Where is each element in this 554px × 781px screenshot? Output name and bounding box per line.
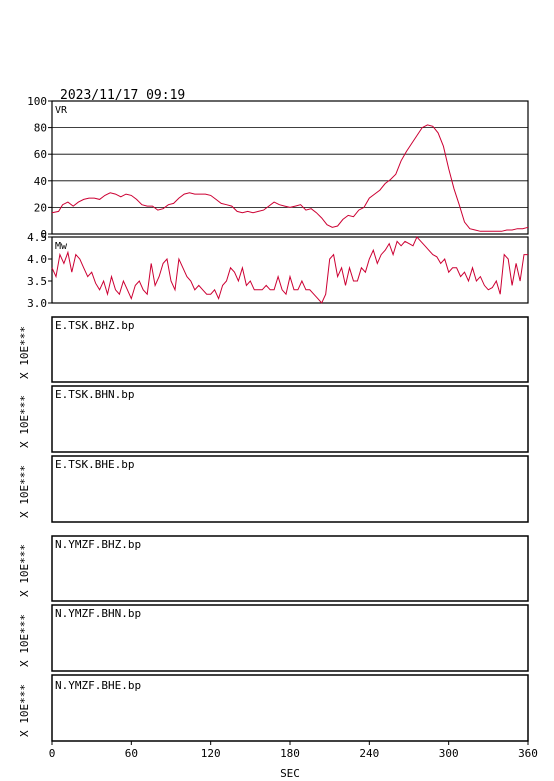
channel-label: E.TSK.BHN.bp	[55, 388, 134, 401]
waveform-frame	[51, 385, 529, 453]
waveform-panel: N.YMZF.BHE.bp X 10E***	[18, 674, 529, 742]
scale-label: X 10E***	[18, 326, 31, 379]
x-tick-label: 120	[201, 747, 221, 760]
vr-ytick-label: 60	[34, 148, 47, 161]
waveform-panel: N.YMZF.BHZ.bp X 10E***	[18, 535, 529, 602]
waveform-panel: N.YMZF.BHN.bp X 10E***	[18, 604, 529, 672]
x-axis-label: SEC	[280, 767, 300, 780]
vr-ytick-label: 80	[34, 122, 47, 135]
waveform-frame	[51, 535, 529, 602]
vr-series-line	[51, 124, 529, 232]
mw-panel: 3.0 3.5 4.0 4.5 Mw	[27, 231, 529, 310]
vr-ytick-label: 100	[27, 95, 47, 108]
x-tick-label: 300	[439, 747, 459, 760]
vr-ytick-label: 40	[34, 175, 47, 188]
mw-frame	[51, 236, 529, 304]
channel-label: N.YMZF.BHE.bp	[55, 679, 141, 692]
scale-label: X 10E***	[18, 684, 31, 737]
vr-label: VR	[55, 105, 68, 116]
vr-ytick-label: 20	[34, 201, 47, 214]
scale-label: X 10E***	[18, 395, 31, 448]
scale-label: X 10E***	[18, 465, 31, 518]
x-tick-label: 60	[125, 747, 138, 760]
mw-series-line	[51, 236, 528, 304]
vr-panel: 0 20 40 60 80 100 VR	[27, 95, 529, 241]
scale-label: X 10E***	[18, 614, 31, 667]
channel-label: N.YMZF.BHZ.bp	[55, 538, 141, 551]
x-tick-label: 360	[518, 747, 538, 760]
waveform-panel: E.TSK.BHN.bp X 10E***	[18, 385, 529, 453]
mw-ytick-label: 4.5	[27, 231, 47, 244]
channel-label: E.TSK.BHE.bp	[55, 458, 134, 471]
waveform-frame	[51, 316, 529, 383]
channel-label: N.YMZF.BHN.bp	[55, 607, 141, 620]
waveform-frame	[51, 455, 529, 523]
vr-frame	[51, 100, 529, 235]
x-tick-label: 180	[280, 747, 300, 760]
waveform-panel: E.TSK.BHZ.bp X 10E***	[18, 316, 529, 383]
mw-ytick-label: 3.5	[27, 275, 47, 288]
waveform-frame	[51, 604, 529, 672]
scale-label: X 10E***	[18, 544, 31, 597]
mw-label: Mw	[55, 241, 68, 252]
timestamp: 2023/11/17 09:19	[60, 88, 185, 103]
vr-ytick-label: 0	[40, 228, 47, 241]
x-tick-label: 0	[49, 747, 56, 760]
x-axis: 0 60 120 180 240 300 360	[49, 741, 538, 760]
channel-label: E.TSK.BHZ.bp	[55, 319, 134, 332]
x-tick-label: 240	[359, 747, 379, 760]
mw-ytick-label: 3.0	[27, 297, 47, 310]
mw-ytick-label: 4.0	[27, 253, 47, 266]
waveform-panel: E.TSK.BHE.bp X 10E***	[18, 455, 529, 523]
